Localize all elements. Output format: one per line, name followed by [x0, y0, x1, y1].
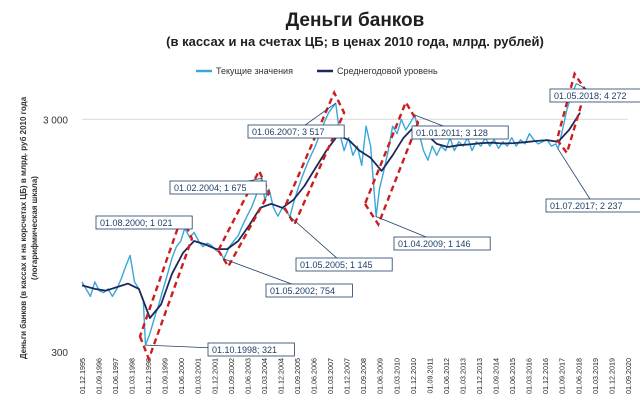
annotation-label: 01.04.2009; 1 146: [398, 239, 471, 249]
x-tick-label: 01.06.2000: [177, 358, 186, 394]
x-tick-label: 01.09.2020: [624, 358, 633, 394]
legend-label-current: Текущие значения: [216, 66, 293, 76]
x-tick-label: 01.09.1999: [161, 358, 170, 394]
annotation-leader: [557, 148, 595, 206]
annotation-label: 01.10.1998; 321: [212, 345, 277, 355]
y-axis-label: Деньги банков (в кассах и на корсчетах Ц…: [19, 96, 39, 359]
x-tick-label: 01.03.2019: [591, 358, 600, 394]
x-tick-label: 01.09.2011: [425, 358, 434, 393]
annotation-label: 01.07.2017; 2 237: [550, 201, 623, 211]
x-tick-label: 01.09.1996: [94, 358, 103, 394]
x-tick-label: 01.03.2004: [260, 358, 269, 394]
x-tick-label: 01.03.2013: [458, 358, 467, 394]
x-tick-label: 01.06.2006: [310, 358, 319, 394]
x-tick-label: 01.06.2003: [243, 358, 252, 394]
annotation-box: [411, 125, 509, 140]
x-tick-label: 01.09.2008: [359, 358, 368, 394]
x-tick-label: 01.09.2014: [492, 358, 501, 394]
highlight-box: [138, 212, 194, 363]
x-tick-label: 01.12.2004: [276, 358, 285, 394]
y-tick-label: 3 000: [43, 115, 68, 126]
y-tick-label: 300: [51, 348, 68, 359]
x-tick-label: 01.12.2016: [541, 358, 550, 394]
x-tick-label: 01.12.2010: [409, 358, 418, 394]
x-tick-label: 01.12.2007: [343, 358, 352, 394]
annotation-label: 01.08.2000; 1 021: [100, 218, 173, 228]
x-tick-label: 01.03.2001: [194, 358, 203, 394]
chart-subtitle: (в кассах и на счетах ЦБ; в ценах 2010 г…: [166, 34, 544, 49]
annotation-box: [95, 215, 193, 230]
x-tick-label: 01.06.2012: [442, 358, 451, 394]
x-tick-label: 01.12.1995: [78, 358, 87, 394]
legend: Текущие значения Среднегодовой уровень: [196, 66, 438, 76]
x-tick-label: 01.09.2017: [558, 358, 567, 394]
x-tick-label: 01.06.2018: [574, 358, 583, 394]
y-axis-label-line1: Деньги банков (в кассах и на корсчетах Ц…: [19, 96, 28, 359]
highlight-box: [555, 71, 587, 156]
x-tick-label: 01.12.2001: [210, 358, 219, 394]
annotation-label: 01.06.2007; 3 517: [252, 127, 325, 137]
series-line-average: [81, 112, 581, 319]
x-tick-label: 01.06.1997: [111, 358, 120, 394]
x-tick-label: 01.12.2019: [607, 358, 616, 394]
x-tick-label: 01.09.2002: [227, 358, 236, 394]
annotation-box: [169, 180, 267, 195]
x-tick-label: 01.03.1998: [128, 358, 137, 394]
x-tick-label: 01.06.2009: [376, 358, 385, 394]
x-tick-label: 01.09.2005: [293, 358, 302, 394]
annotation-label: 01.05.2018; 4 272: [554, 91, 627, 101]
annotation-label: 01.02.2004; 1 675: [174, 183, 247, 193]
x-tick-label: 01.06.2015: [508, 358, 517, 394]
x-tick-label: 01.03.2007: [326, 358, 335, 394]
y-axis-label-line2: (логарифмическая шкала): [30, 176, 39, 280]
x-tick-label: 01.03.2016: [525, 358, 534, 394]
series-line-current: [81, 83, 578, 346]
annotation-leader: [289, 216, 345, 265]
annotation-box: [265, 283, 353, 298]
annotation-box: [549, 88, 640, 103]
highlight-box: [363, 99, 420, 228]
x-tick-label: 01.03.2010: [392, 358, 401, 394]
x-tick-label: 01.12.2013: [475, 358, 484, 394]
annotation-box: [393, 236, 491, 251]
annotation-label: 01.05.2002; 754: [270, 286, 335, 296]
annotation-box: [545, 198, 640, 213]
annotation-label: 01.05.2005; 1 145: [300, 260, 373, 270]
highlight-box: [216, 168, 271, 269]
annotation-box: [247, 124, 345, 139]
legend-label-average: Среднегодовой уровень: [337, 66, 438, 76]
plot-area: 300 3 000 01.12.1995 01.09.1996 01.06.1997 01…: [43, 71, 640, 394]
x-tick-label: 01.12.1998: [144, 358, 153, 394]
annotation-label: 01.01.2011; 3 128: [416, 128, 488, 138]
chart-title: Деньги банков: [286, 10, 425, 31]
annotation-box: [207, 342, 295, 357]
annotation-box: [295, 257, 393, 272]
